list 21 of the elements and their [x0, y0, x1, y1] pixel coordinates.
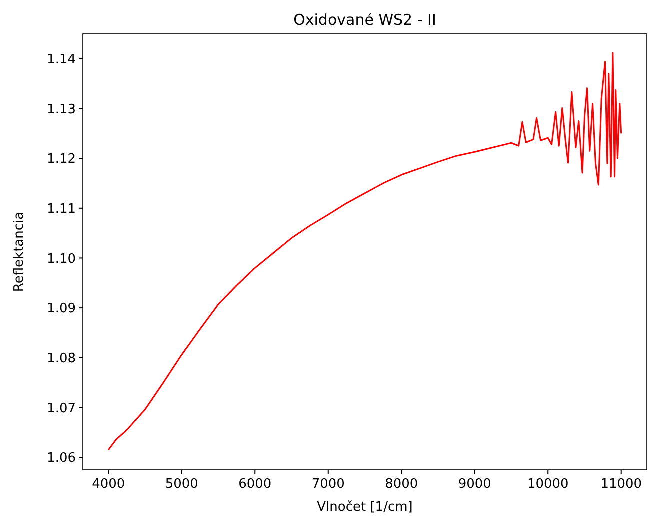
y-tick-label: 1.13: [47, 102, 76, 118]
x-tick-label: 9000: [458, 477, 492, 492]
x-tick-label: 8000: [385, 477, 418, 492]
x-tick-label: 11000: [600, 477, 642, 492]
x-tick-label: 5000: [165, 477, 198, 492]
chart-title: Oxidované WS2 - II: [294, 11, 436, 29]
y-tick-label: 1.14: [47, 52, 76, 68]
y-tick-label: 1.07: [47, 401, 76, 416]
x-tick-label: 6000: [238, 477, 272, 492]
y-tick-label: 1.09: [47, 302, 76, 317]
x-tick-label: 4000: [92, 477, 126, 492]
y-tick-label: 1.08: [47, 351, 76, 366]
y-tick-label: 1.10: [47, 252, 76, 267]
y-tick-label: 1.11: [47, 202, 76, 217]
x-tick-label: 7000: [312, 477, 345, 492]
x-axis-title: Vlnočet [1/cm]: [317, 500, 413, 515]
y-tick-label: 1.06: [47, 451, 76, 466]
y-tick-label: 1.12: [47, 152, 76, 168]
y-axis-title: Reflektancia: [12, 212, 27, 292]
line-series: [108, 52, 622, 451]
x-tick-label: 10000: [527, 477, 569, 492]
